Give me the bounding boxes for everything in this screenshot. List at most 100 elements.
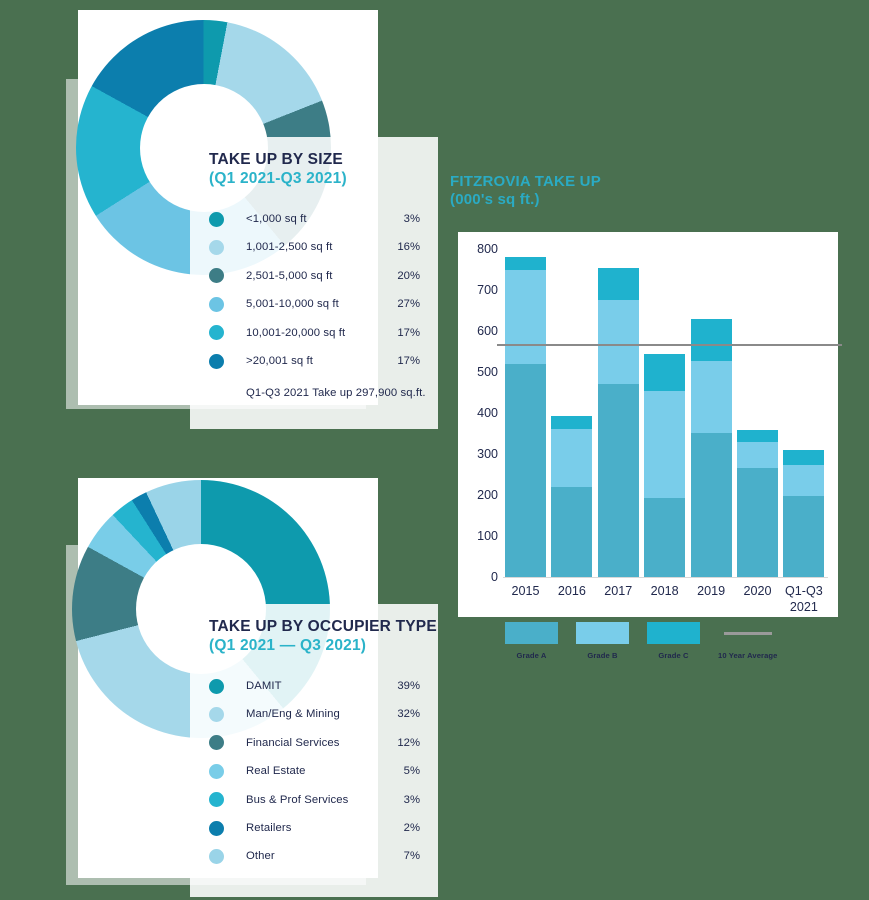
y-axis-tick: 200 bbox=[477, 488, 498, 502]
bar-segment-grade-a bbox=[737, 468, 778, 577]
y-axis-tick: 800 bbox=[477, 242, 498, 256]
x-axis-tick: 2019 bbox=[697, 584, 726, 598]
bar-chart-heading: FITZROVIA TAKE UP (000's sq ft.) bbox=[450, 173, 601, 210]
bar-segment-grade-b bbox=[597, 300, 639, 385]
legend-item: 2,501-5,000 sq ft 20% bbox=[209, 262, 420, 290]
chart-legend-label: 10 Year Average bbox=[718, 651, 778, 660]
bar-2019 bbox=[690, 319, 732, 577]
legend-swatch-icon bbox=[209, 239, 224, 255]
legend-item: Retailers 2% bbox=[209, 814, 420, 842]
y-axis-tick: 300 bbox=[477, 447, 498, 461]
legend-label: Bus & Prof Services bbox=[246, 793, 349, 806]
legend-label: Other bbox=[246, 850, 275, 863]
bar-2017 bbox=[597, 268, 639, 577]
bar-2018 bbox=[644, 354, 686, 577]
chart-legend-item-grade-b: Grade B bbox=[576, 622, 629, 660]
chart-legend-label: Grade C bbox=[658, 651, 689, 660]
x-axis-tick: Q1-Q3 2021 bbox=[784, 584, 823, 614]
bar-2020 bbox=[737, 430, 778, 577]
legend-swatch-icon bbox=[209, 706, 224, 722]
chart-legend-item-grade-a: Grade A bbox=[505, 622, 558, 660]
legend-item: DAMIT 39% bbox=[209, 672, 420, 700]
legend-label: <1,000 sq ft bbox=[246, 213, 307, 226]
y-axis-tick: 0 bbox=[491, 570, 498, 584]
x-axis-tick: 2017 bbox=[604, 584, 633, 598]
bar-segment-grade-c bbox=[551, 415, 593, 430]
y-axis-tick: 100 bbox=[477, 529, 498, 543]
bar-segment-grade-a bbox=[690, 432, 732, 577]
bar-segment-grade-a bbox=[551, 486, 593, 577]
bar-segment-grade-b bbox=[551, 429, 593, 487]
bar-segment-grade-c bbox=[690, 319, 732, 361]
x-axis-tick: 2018 bbox=[650, 584, 679, 598]
legend-swatch-icon bbox=[209, 268, 224, 284]
legend-value: 2% bbox=[403, 822, 420, 835]
legend-value: 32% bbox=[397, 708, 420, 721]
x-axis-tick: 2016 bbox=[557, 584, 586, 598]
x-axis-baseline bbox=[503, 577, 828, 578]
bar-segment-grade-c bbox=[597, 268, 639, 301]
legend-label: Man/Eng & Mining bbox=[246, 708, 340, 721]
x-axis-tick: 2020 bbox=[743, 584, 772, 598]
size-legend: <1,000 sq ft 3% 1,001-2,500 sq ft 16% 2,… bbox=[209, 205, 420, 375]
legend-swatch-icon bbox=[505, 622, 558, 644]
bar-segment-grade-b bbox=[783, 465, 825, 496]
bar-segment-grade-b bbox=[644, 390, 686, 499]
bar-segment-grade-a bbox=[644, 498, 686, 577]
bar-chart-card: 800 700 600 500 400 300 200 100 0 bbox=[458, 232, 842, 617]
legend-label: 2,501-5,000 sq ft bbox=[246, 269, 333, 282]
bar-segment-grade-c bbox=[737, 430, 778, 442]
y-axis-tick: 500 bbox=[477, 365, 498, 379]
legend-item: <1,000 sq ft 3% bbox=[209, 205, 420, 233]
chart-legend-item-grade-c: Grade C bbox=[647, 622, 700, 660]
legend-value: 20% bbox=[397, 269, 420, 282]
legend-value: 16% bbox=[397, 241, 420, 254]
occupier-card-title: TAKE UP BY OCCUPIER TYPE bbox=[209, 618, 437, 635]
legend-item: Other 7% bbox=[209, 842, 420, 870]
bar-chart-heading-line1: FITZROVIA TAKE UP bbox=[450, 173, 601, 190]
legend-item: 1,001-2,500 sq ft 16% bbox=[209, 233, 420, 261]
bar-segment-grade-c bbox=[505, 257, 546, 270]
y-axis-tick: 400 bbox=[477, 406, 498, 420]
bar-2015 bbox=[505, 257, 546, 577]
legend-item: Man/Eng & Mining 32% bbox=[209, 700, 420, 728]
occupier-card-subtitle: (Q1 2021 — Q3 2021) bbox=[209, 637, 367, 655]
legend-item: Bus & Prof Services 3% bbox=[209, 785, 420, 813]
occupier-legend: DAMIT 39% Man/Eng & Mining 32% Financial… bbox=[209, 672, 420, 871]
legend-label: 10,001-20,000 sq ft bbox=[246, 326, 346, 339]
legend-swatch-icon bbox=[209, 353, 224, 369]
y-axis-tick: 700 bbox=[477, 283, 498, 297]
legend-value: 5% bbox=[403, 765, 420, 778]
legend-swatch-icon bbox=[209, 678, 224, 694]
legend-swatch-icon bbox=[209, 820, 224, 836]
chart-legend-label: Grade B bbox=[587, 651, 618, 660]
bar-segment-grade-b bbox=[690, 360, 732, 433]
plot-area bbox=[497, 249, 842, 577]
bar-segment-grade-b bbox=[505, 269, 546, 364]
bar-segment-grade-c bbox=[783, 449, 825, 465]
legend-item: 5,001-10,000 sq ft 27% bbox=[209, 290, 420, 318]
bar-q1-q3-2021 bbox=[783, 449, 825, 577]
chart-legend-label: Grade A bbox=[516, 651, 547, 660]
take-up-by-occupier-card: TAKE UP BY OCCUPIER TYPE (Q1 2021 — Q3 2… bbox=[190, 604, 438, 897]
legend-swatch-icon bbox=[209, 792, 224, 808]
legend-label: Real Estate bbox=[246, 765, 306, 778]
x-axis-tick: 2015 bbox=[511, 584, 540, 598]
size-card-footnote: Q1-Q3 2021 Take up 297,900 sq.ft. bbox=[246, 387, 426, 400]
bar-segment-grade-c bbox=[644, 354, 686, 391]
legend-swatch-icon bbox=[576, 622, 629, 644]
legend-label: 5,001-10,000 sq ft bbox=[246, 298, 339, 311]
bar-segment-grade-a bbox=[505, 363, 546, 577]
size-card-subtitle: (Q1 2021-Q3 2021) bbox=[209, 170, 347, 188]
legend-item: >20,001 sq ft 17% bbox=[209, 347, 420, 375]
legend-value: 3% bbox=[403, 213, 420, 226]
legend-label: DAMIT bbox=[246, 680, 282, 693]
legend-item: 10,001-20,000 sq ft 17% bbox=[209, 318, 420, 346]
legend-swatch-icon bbox=[209, 296, 224, 312]
y-axis: 800 700 600 500 400 300 200 100 0 bbox=[458, 232, 498, 617]
bar-segment-grade-a bbox=[783, 495, 825, 577]
chart-legend-item-ten-year-average: 10 Year Average bbox=[718, 622, 777, 660]
size-card-title: TAKE UP BY SIZE bbox=[209, 151, 343, 168]
legend-item: Real Estate 5% bbox=[209, 757, 420, 785]
